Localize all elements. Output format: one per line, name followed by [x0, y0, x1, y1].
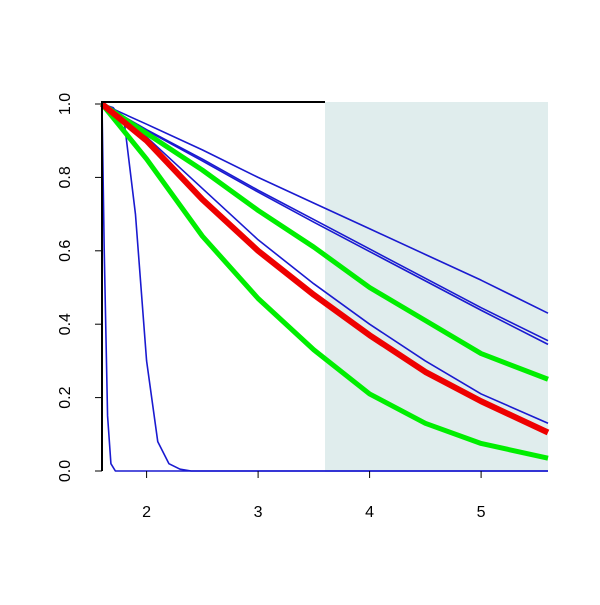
- x-tick-label: 3: [254, 504, 263, 521]
- y-tick-label: 0.0: [57, 460, 74, 482]
- x-tick-label: 4: [365, 504, 374, 521]
- series-line: [100, 102, 549, 461]
- series-line: [101, 103, 549, 425]
- series-line: [101, 103, 549, 314]
- series-line: [100, 101, 550, 436]
- y-tick-label: 0.8: [57, 166, 74, 188]
- series-line: [101, 103, 549, 346]
- y-tick-label: 0.6: [57, 240, 74, 262]
- plot-frame: [101, 101, 325, 471]
- y-tick-label: 0.4: [57, 313, 74, 335]
- x-tick-label: 5: [477, 504, 486, 521]
- y-tick-label: 0.2: [57, 386, 74, 408]
- series-line: [101, 103, 549, 342]
- y-tick-label: 1.0: [57, 93, 74, 115]
- x-tick-label: 2: [142, 504, 151, 521]
- series-line: [100, 101, 549, 382]
